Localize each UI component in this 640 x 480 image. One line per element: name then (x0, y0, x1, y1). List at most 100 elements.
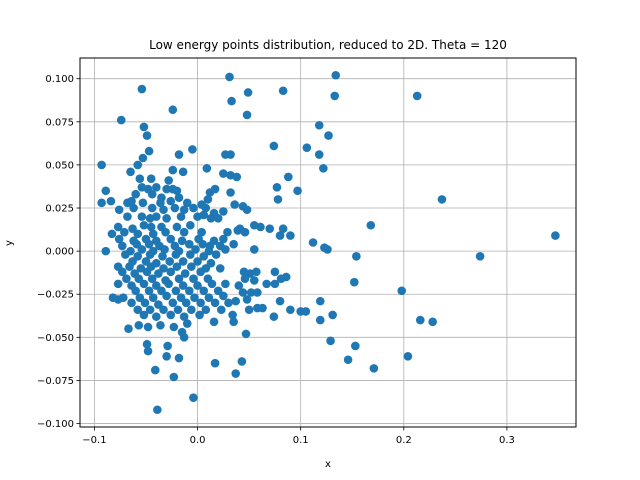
scatter-point (246, 288, 256, 297)
scatter-point (231, 369, 241, 378)
scatter-point (232, 172, 242, 182)
scatter-point (144, 239, 154, 249)
scatter-point (101, 186, 111, 196)
scatter-point (163, 341, 172, 351)
scatter-point (349, 277, 359, 287)
scatter-point (159, 305, 168, 315)
scatter-point (162, 184, 171, 194)
scatter-point (131, 286, 140, 296)
scatter-point (139, 279, 149, 289)
scatter-point (171, 250, 181, 259)
scatter-point (228, 310, 237, 320)
scatter-point (126, 167, 135, 177)
scatter-point (146, 174, 156, 184)
scatter-point (179, 312, 189, 321)
scatter-point (147, 203, 157, 213)
scatter-point (198, 239, 208, 249)
scatter-point (219, 207, 228, 216)
scatter-point (174, 150, 184, 159)
scatter-point (229, 239, 238, 249)
scatter-point (169, 372, 179, 382)
scatter-point (210, 298, 220, 308)
scatter-point (193, 257, 202, 266)
scatter-point (189, 393, 198, 402)
scatter-point (302, 143, 312, 152)
scatter-point (127, 196, 136, 206)
scatter-point (397, 286, 407, 296)
y-tick-label: −0.100 (37, 419, 74, 430)
scatter-point (213, 214, 223, 223)
scatter-point (145, 250, 155, 259)
scatter-point (172, 222, 182, 232)
scatter-point (147, 189, 157, 199)
scatter-point (147, 274, 157, 284)
scatter-point (169, 322, 179, 332)
scatter-point (252, 267, 261, 277)
scatter-point (144, 146, 154, 156)
scatter-point (138, 198, 148, 208)
x-tick-label: 0.2 (396, 435, 412, 446)
scatter-point (328, 310, 337, 320)
scatter-point (351, 341, 360, 351)
scatter-point (196, 298, 205, 308)
y-tick-label: 0.025 (45, 204, 74, 215)
scatter-point (227, 96, 236, 106)
scatter-point (160, 245, 169, 254)
scatter-point (330, 91, 340, 101)
scatter-point (137, 84, 147, 94)
scatter-point (187, 305, 196, 315)
scatter-point (475, 251, 485, 261)
scatter-point (123, 212, 132, 221)
scatter-point (117, 267, 127, 277)
scatter-point (343, 355, 353, 365)
scatter-point (229, 317, 238, 327)
scatter-point (121, 250, 130, 259)
scatter-point (144, 286, 154, 296)
scatter-point (265, 224, 275, 234)
x-tick-label: 0.1 (293, 435, 309, 446)
scatter-point (127, 298, 136, 308)
scatter-point (174, 193, 184, 202)
scatter-point (323, 245, 332, 254)
scatter-point (145, 305, 155, 315)
scatter-point (182, 319, 192, 328)
x-tick-label: 0.3 (499, 435, 515, 446)
scatter-point (97, 198, 106, 208)
scatter-point (166, 310, 176, 320)
scatter-point (206, 214, 216, 223)
scatter-point (182, 198, 192, 208)
scatter-point (133, 229, 143, 239)
scatter-point (164, 279, 173, 289)
x-tick-label: 0.0 (190, 435, 206, 446)
scatter-point (226, 150, 235, 159)
y-tick-label: 0.000 (45, 247, 74, 258)
scatter-point (120, 227, 129, 237)
y-tick-label: 0.050 (45, 160, 74, 171)
scatter-point (150, 365, 160, 375)
scatter-point (243, 88, 253, 97)
scatter-point (97, 160, 106, 170)
scatter-point (116, 115, 126, 125)
scatter-point (366, 220, 376, 230)
scatter-point (269, 312, 279, 321)
scatter-point (249, 245, 259, 254)
scatter-point (113, 222, 123, 232)
scatter-point (437, 195, 447, 204)
scatter-point (242, 205, 252, 215)
scatter-point (226, 188, 235, 197)
scatter-point (237, 357, 247, 366)
scatter-point (180, 269, 190, 278)
scatter-point (210, 184, 220, 194)
scatter-point (174, 274, 184, 284)
scatter-point (124, 324, 133, 334)
scatter-point (278, 224, 288, 234)
scatter-point (178, 167, 188, 177)
scatter-point (166, 196, 176, 206)
scatter-point (162, 291, 171, 301)
y-axis-label: y (4, 240, 15, 246)
scatter-point (135, 174, 145, 184)
scatter-point (203, 195, 213, 204)
scatter-point (133, 305, 143, 315)
